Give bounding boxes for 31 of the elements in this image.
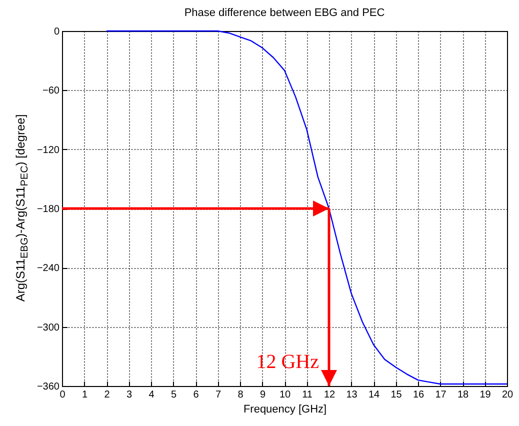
x-tick-label: 19 [480, 390, 492, 400]
x-axis-title: Frequency [GHz] [243, 404, 327, 416]
x-tick-label: 14 [368, 390, 380, 400]
y-tick-label: −120 [36, 144, 60, 156]
x-tick-label: 11 [302, 390, 313, 400]
x-tick-label: 16 [412, 390, 424, 400]
ref-line-label: 12 GHz [256, 351, 320, 373]
x-tick-label: 7 [215, 390, 222, 400]
x-tick-label: 2 [104, 390, 110, 400]
x-tick-label: 6 [193, 390, 200, 400]
x-tick-label: 4 [148, 390, 155, 400]
x-tick-label: 3 [126, 390, 132, 400]
x-tick-label: 5 [170, 390, 177, 400]
y-tick-label: −300 [36, 322, 60, 334]
x-tick-label: 18 [457, 390, 469, 400]
x-tick-label: 17 [435, 390, 447, 400]
x-tick-label: 10 [279, 390, 291, 400]
y-tick-label: −360 [36, 382, 60, 392]
y-tick-label: 0 [54, 26, 60, 38]
chart-title: Phase difference between EBG and PEC [184, 7, 385, 19]
y-tick-label: −240 [36, 263, 60, 274]
x-tick-label: 15 [390, 390, 402, 400]
x-tick-label: 9 [260, 390, 266, 400]
x-tick-label: 1 [82, 390, 88, 400]
y-tick-label: −60 [42, 86, 60, 97]
x-tick-label: 20 [502, 390, 514, 400]
line-series [106, 30, 508, 385]
y-tick-label: −180 [36, 204, 60, 215]
x-tick-label: 12 [324, 390, 336, 400]
x-tick-label: 13 [346, 390, 358, 400]
x-tick-label: 8 [238, 390, 244, 400]
